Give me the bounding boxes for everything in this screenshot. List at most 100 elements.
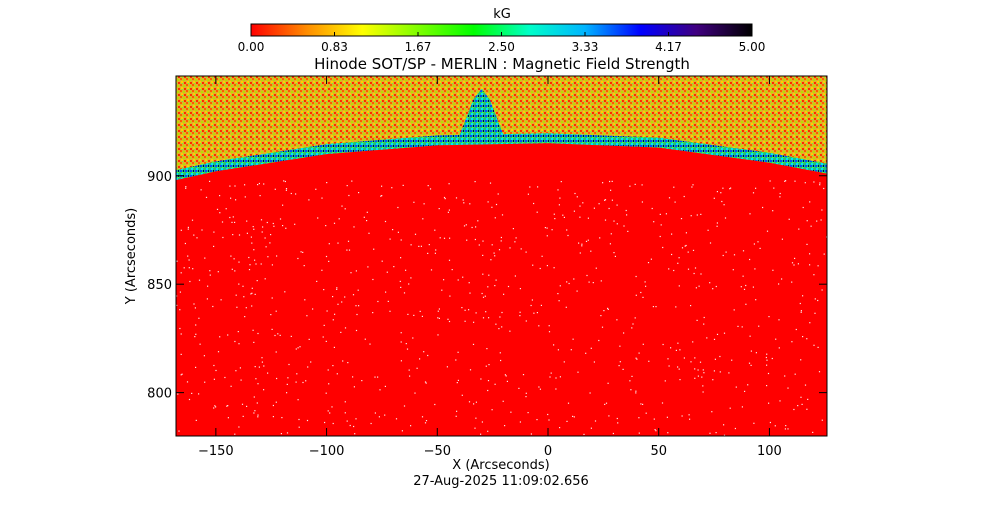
disk-speck: [662, 246, 664, 249]
disk-speck: [253, 228, 255, 230]
disk-speck: [416, 367, 418, 369]
disk-speck: [733, 254, 736, 256]
disk-speck: [275, 351, 277, 353]
disk-speck: [695, 287, 697, 289]
disk-speck: [581, 245, 583, 247]
disk-speck: [262, 226, 264, 228]
disk-speck: [184, 242, 186, 245]
disk-speck: [754, 268, 756, 270]
disk-speck: [609, 243, 611, 245]
disk-speck: [679, 349, 681, 351]
disk-speck: [221, 221, 224, 223]
disk-speck: [809, 322, 811, 324]
disk-speck: [759, 247, 761, 249]
x-axis-label: X (Arcseconds): [452, 458, 549, 473]
disk-speck: [328, 260, 330, 262]
disk-speck: [635, 390, 637, 392]
disk-speck: [753, 422, 755, 424]
disk-specks: [176, 180, 827, 436]
disk-speck: [334, 313, 336, 315]
disk-speck: [491, 206, 493, 208]
disk-speck: [428, 244, 430, 246]
disk-speck: [629, 380, 631, 382]
disk-speck: [384, 385, 386, 387]
disk-speck: [818, 371, 821, 373]
disk-speck: [307, 366, 309, 368]
disk-speck: [729, 188, 731, 190]
disk-speck: [321, 269, 323, 271]
disk-speck: [234, 433, 236, 435]
disk-speck: [296, 373, 298, 375]
disk-speck: [816, 220, 818, 222]
disk-speck: [261, 361, 263, 363]
disk-speck: [235, 294, 237, 296]
colorbar-tick-label: 0.83: [321, 40, 348, 54]
disk-speck: [279, 334, 281, 336]
disk-speck: [189, 280, 191, 283]
disk-speck: [437, 317, 439, 319]
disk-speck: [244, 184, 246, 186]
disk-speck: [804, 384, 807, 386]
disk-speck: [525, 320, 527, 322]
disk-speck: [198, 393, 200, 395]
disk-speck: [641, 201, 643, 203]
disk-speck: [338, 218, 340, 220]
disk-speck: [700, 213, 702, 215]
disk-speck: [229, 185, 231, 187]
disk-speck: [607, 308, 609, 310]
disk-speck: [487, 201, 489, 203]
disk-speck: [802, 206, 804, 209]
disk-speck: [369, 343, 371, 345]
disk-speck: [684, 245, 686, 247]
disk-speck: [183, 267, 185, 269]
disk-speck: [579, 216, 581, 218]
disk-speck: [206, 298, 208, 300]
disk-speck: [593, 361, 595, 363]
disk-speck: [355, 305, 357, 307]
disk-speck: [216, 208, 219, 210]
disk-speck: [239, 367, 241, 369]
disk-speck: [209, 270, 211, 272]
disk-speck: [731, 359, 733, 361]
disk-speck: [180, 333, 182, 335]
disk-speck: [817, 265, 819, 267]
disk-speck: [424, 422, 427, 424]
disk-speck: [538, 325, 540, 327]
disk-speck: [645, 412, 647, 414]
disk-speck: [698, 285, 700, 287]
disk-speck: [539, 388, 541, 390]
disk-speck: [644, 281, 646, 283]
disk-speck: [294, 223, 296, 225]
disk-speck: [559, 197, 561, 199]
disk-speck: [438, 308, 440, 310]
disk-speck: [518, 387, 520, 389]
disk-speck: [295, 193, 297, 195]
disk-speck: [410, 244, 412, 246]
disk-speck: [391, 187, 393, 189]
disk-speck: [188, 267, 190, 269]
disk-speck: [237, 331, 239, 333]
disk-speck: [234, 185, 236, 187]
disk-speck: [520, 248, 522, 250]
disk-speck: [274, 334, 276, 337]
disk-speck: [757, 241, 759, 243]
disk-speck: [414, 392, 416, 394]
disk-speck: [354, 433, 356, 435]
disk-speck: [355, 329, 358, 332]
disk-speck: [495, 323, 497, 325]
disk-speck: [813, 274, 815, 276]
disk-speck: [742, 275, 744, 277]
disk-speck: [267, 372, 269, 374]
disk-speck: [244, 316, 246, 318]
disk-speck: [766, 385, 768, 387]
disk-speck: [310, 361, 312, 363]
disk-speck: [773, 187, 775, 189]
disk-speck: [655, 306, 657, 308]
disk-speck: [810, 225, 812, 227]
disk-speck: [706, 337, 708, 339]
disk-speck: [668, 197, 671, 199]
disk-speck: [667, 432, 669, 434]
disk-speck: [207, 285, 209, 287]
disk-speck: [501, 311, 503, 314]
disk-speck: [685, 244, 687, 247]
